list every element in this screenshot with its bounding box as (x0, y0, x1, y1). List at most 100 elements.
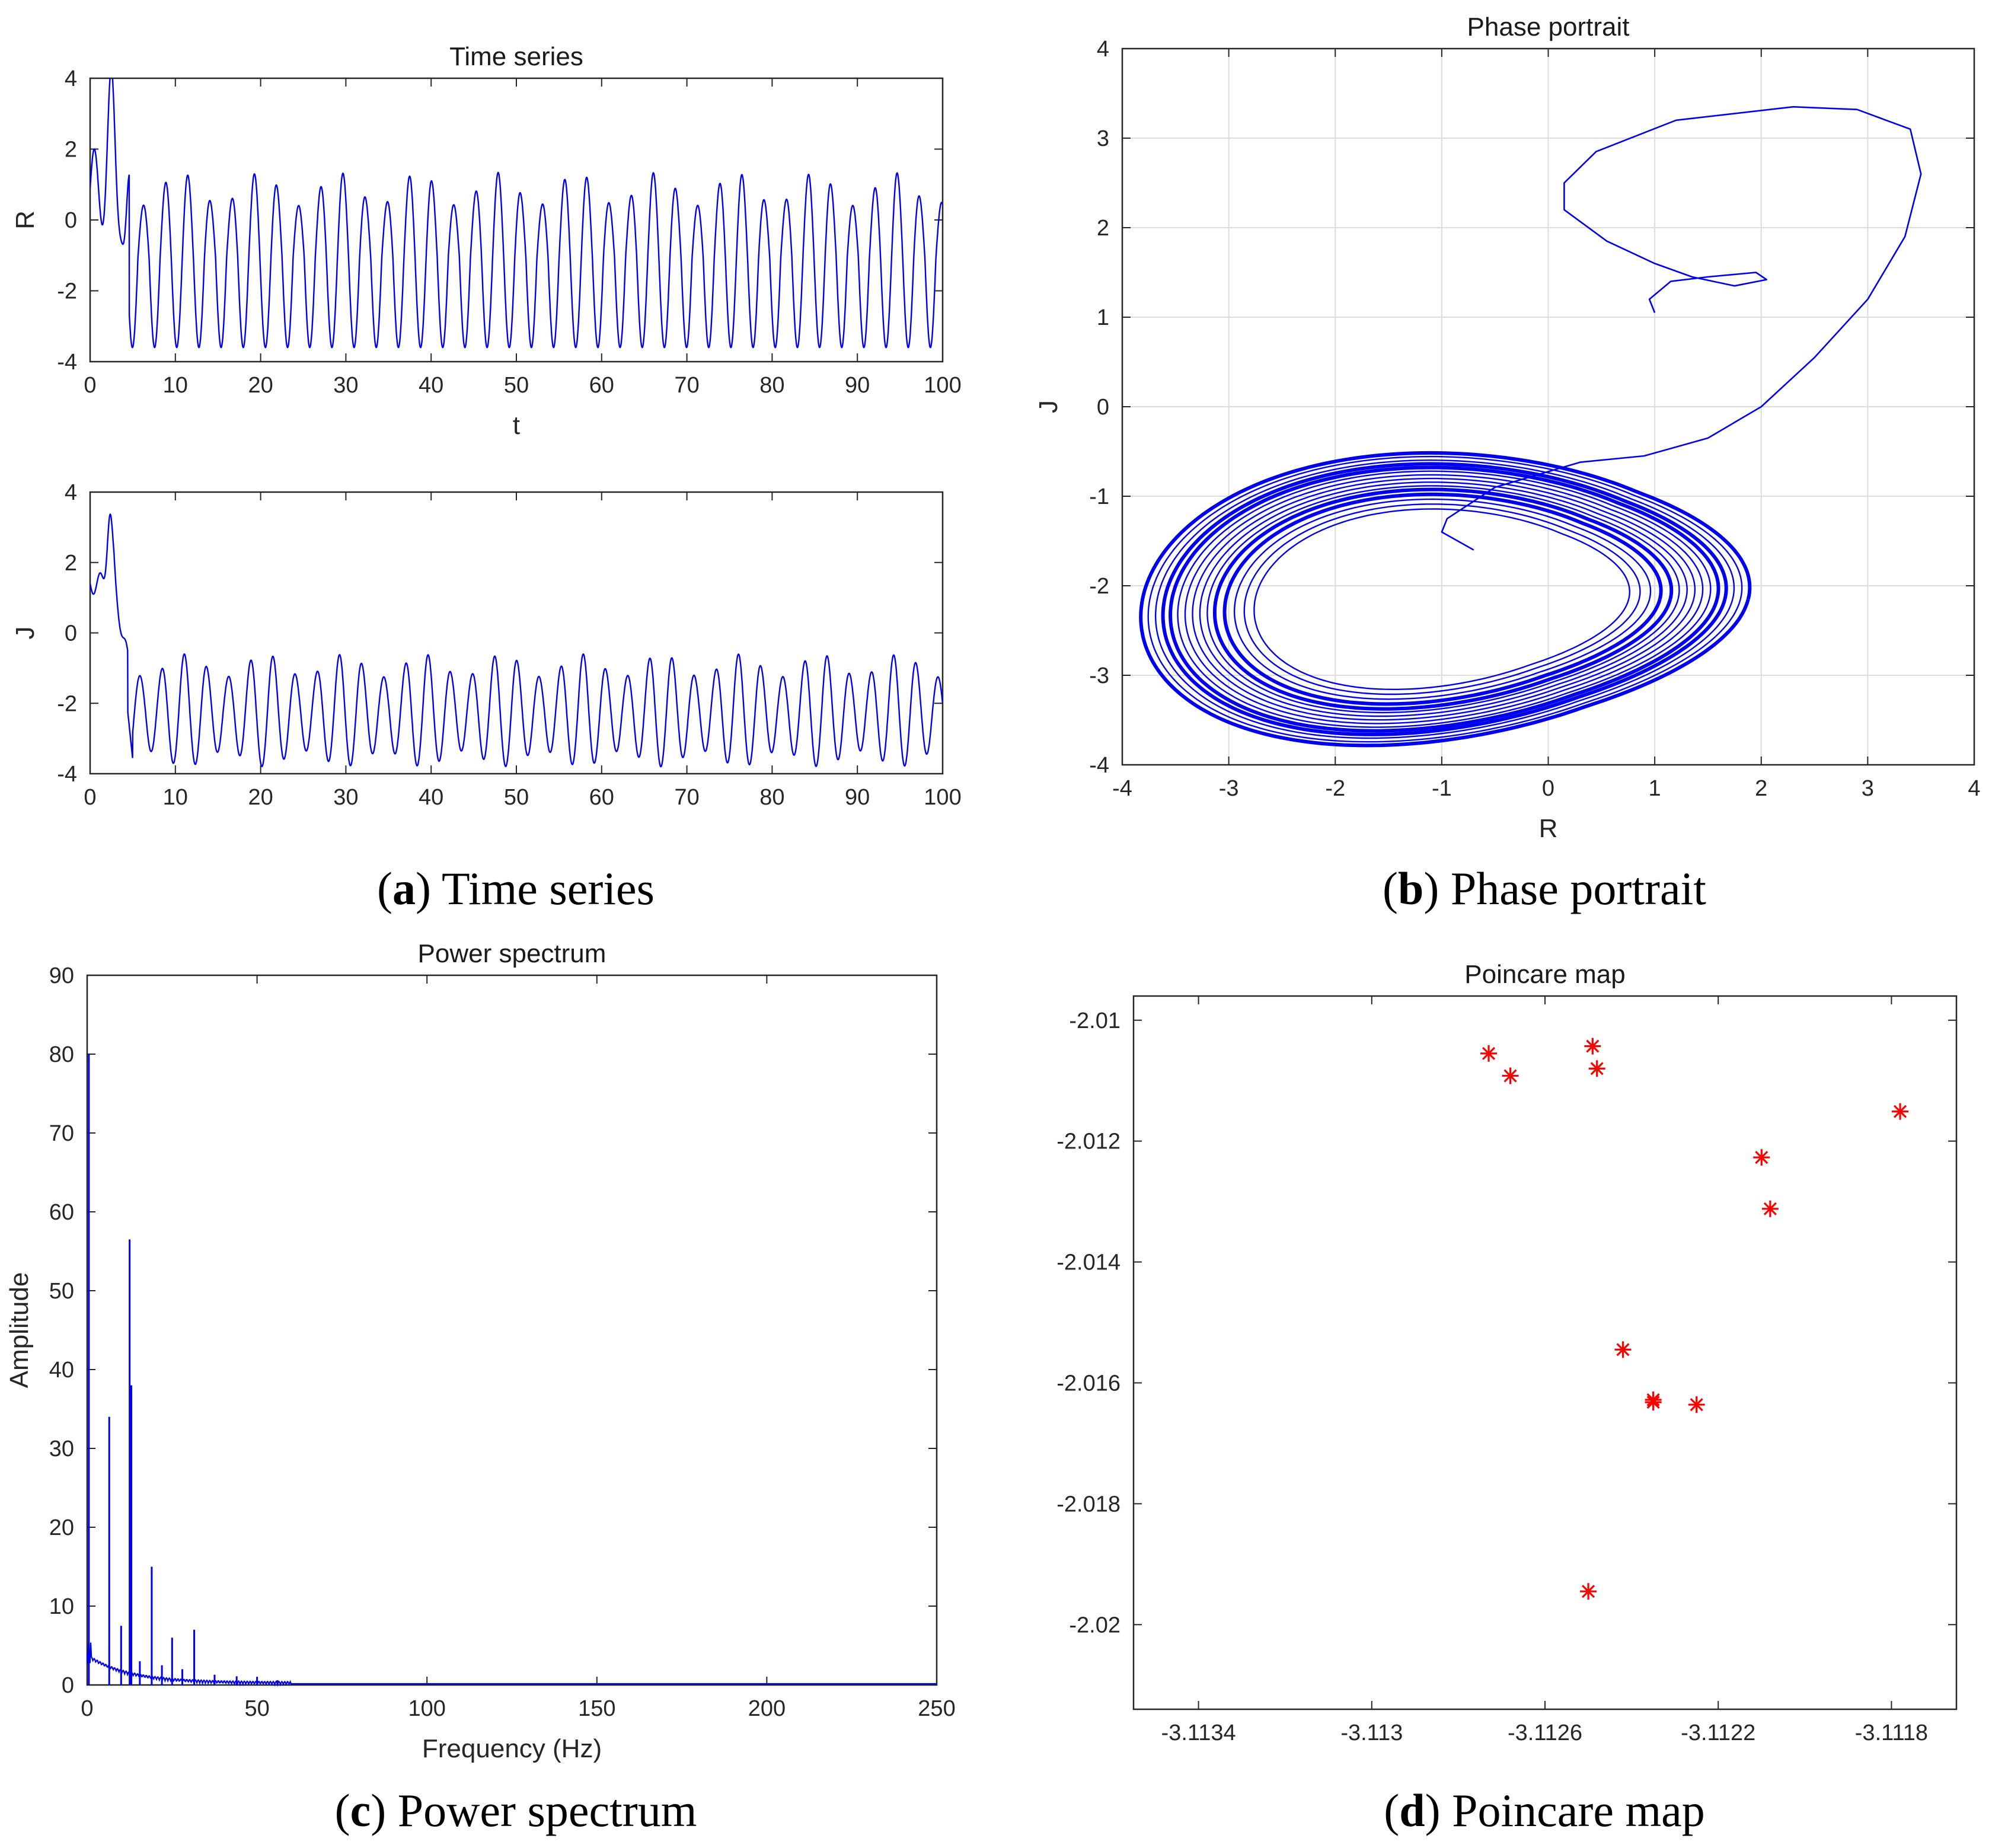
x-tick-label: 20 (248, 785, 273, 810)
x-axis-label: Frequency (Hz) (422, 1734, 602, 1763)
x-tick-label: 60 (589, 373, 614, 398)
attractor-loop (1199, 481, 1688, 717)
poincare-point (1480, 1045, 1498, 1062)
y-tick-label: -2 (57, 279, 77, 304)
poincare-star-stroke (1690, 1398, 1703, 1412)
x-tick-label: 3 (1862, 776, 1874, 801)
y-axis-label: J (11, 627, 40, 640)
attractor-loop (1154, 459, 1735, 739)
x-tick-label: -3.1134 (1161, 1721, 1236, 1745)
x-tick-label: 50 (244, 1696, 269, 1721)
x-tick-label: 90 (845, 785, 870, 810)
transient-trajectory (1441, 106, 1922, 551)
y-tick-label: 30 (49, 1437, 74, 1461)
x-tick-label: -3.1126 (1508, 1721, 1582, 1745)
panel-time-series-j: 0 10 20 30 40 50 60 70 80 90 100 -4 -2 0 2 4 J (11, 480, 962, 810)
y-tick-label: -2 (57, 691, 77, 716)
x-tick-label: -3.113 (1340, 1721, 1403, 1745)
attractor-loop (1233, 498, 1652, 700)
y-tick-label: 0 (65, 621, 77, 646)
panel-time-series-r: 0 10 20 30 40 50 60 70 80 90 100 -4 -2 0 2 4 Time series… (11, 42, 962, 440)
poincare-star-stroke (1894, 1105, 1907, 1118)
y-tick-label: -3 (1089, 663, 1109, 688)
y-tick-label: 0 (62, 1673, 74, 1698)
x-tick-label: 70 (674, 373, 699, 398)
y-tick-label: -4 (1089, 753, 1109, 778)
x-tick-label: 40 (419, 373, 443, 398)
plot-frame (1132, 995, 1958, 1710)
x-tick-label: 150 (578, 1696, 615, 1721)
attractor-loop (1169, 465, 1720, 733)
x-axis-label: R (1539, 814, 1558, 843)
y-tick-label: 60 (49, 1200, 74, 1225)
y-tick-label: 4 (65, 480, 77, 505)
y-tick-label: 70 (49, 1121, 74, 1146)
poincare-point (1502, 1067, 1519, 1084)
poincare-star-stroke (1590, 1062, 1604, 1075)
x-tick-label: 30 (333, 785, 358, 810)
panel-power-spectrum: 0 50 100 150 200 250 0 10 20 30 40 50 60 70 80 90 Power … (5, 939, 956, 1763)
poincare-point (1614, 1341, 1632, 1358)
x-tick-label: 80 (759, 785, 784, 810)
y-tick-label: 50 (49, 1279, 74, 1304)
x-tick-label: 200 (748, 1696, 786, 1721)
y-tick-label: 3 (1097, 126, 1109, 151)
x-tick-label: 30 (333, 373, 358, 398)
plot-frame (89, 491, 944, 775)
x-tick-label: 20 (248, 373, 273, 398)
y-tick-label: 0 (1097, 395, 1109, 420)
x-tick-label: 0 (81, 1696, 93, 1721)
y-axis-label: R (11, 210, 40, 229)
y-tick-label: 2 (1097, 216, 1109, 241)
poincare-star-stroke (1646, 1396, 1660, 1409)
y-tick-label: -2.016 (1056, 1371, 1120, 1396)
y-tick-label: 90 (49, 963, 74, 988)
y-tick-label: -4 (57, 762, 77, 787)
poincare-point (1584, 1038, 1601, 1055)
x-tick-label: 70 (674, 785, 699, 810)
poincare-star-stroke (1616, 1343, 1630, 1357)
x-tick-label: 100 (924, 785, 961, 810)
y-tick-label: -1 (1089, 484, 1109, 509)
attractor-loop (1253, 508, 1631, 690)
x-tick-label: 80 (759, 373, 784, 398)
y-tick-label: -4 (57, 350, 77, 375)
poincare-point (1761, 1200, 1779, 1217)
attractor-loop (1139, 451, 1752, 748)
y-tick-label: -2.01 (1069, 1008, 1120, 1033)
poincare-star-stroke (1582, 1585, 1595, 1598)
attractor-loop (1184, 474, 1704, 724)
attractor-loop (1161, 462, 1728, 736)
plot-frame (86, 974, 938, 1686)
x-tick-label: 50 (504, 373, 529, 398)
poincare-point (1688, 1396, 1705, 1413)
panel-poincare-map: -3.1134 -3.113 -3.1126 -3.1122 -3.1118 -2.01 -… (1056, 960, 1958, 1745)
caption-d: (d) Poincare map (1384, 1785, 1705, 1836)
x-tick-label: -3.1118 (1855, 1721, 1928, 1745)
y-axis-label: J (1034, 400, 1063, 413)
poincare-star-stroke (1482, 1046, 1496, 1060)
poincare-point (1580, 1583, 1597, 1600)
x-tick-label: -3.1122 (1681, 1721, 1755, 1745)
x-axis-label: t (513, 411, 520, 440)
poincare-star-stroke (1763, 1202, 1777, 1215)
x-tick-label: -2 (1325, 776, 1345, 801)
poincare-point (1892, 1103, 1909, 1120)
x-tick-label: -4 (1112, 776, 1132, 801)
x-tick-label: 50 (504, 785, 529, 810)
y-tick-label: -2 (1089, 574, 1109, 599)
x-tick-label: 1 (1649, 776, 1661, 801)
caption-c: (c) Power spectrum (335, 1785, 697, 1836)
x-tick-label: 100 (924, 373, 961, 398)
attractor-loop (1212, 487, 1674, 711)
y-tick-label: -2.018 (1056, 1492, 1120, 1517)
y-tick-label: 2 (65, 551, 77, 576)
attractor-loop (1243, 503, 1641, 695)
attractor-loop (1222, 492, 1663, 706)
x-tick-label: 2 (1755, 776, 1767, 801)
panel-phase-portrait: -4 -3 -2 -1 0 1 2 3 4 -4 -3 -2 -1 0 1 2 3 4 Phase portrait… (1034, 12, 1981, 843)
y-tick-label: 4 (1097, 37, 1109, 62)
y-axis-label: Amplitude (5, 1272, 34, 1389)
x-tick-label: 0 (84, 373, 96, 398)
caption-b: (b) Phase portrait (1383, 863, 1706, 914)
